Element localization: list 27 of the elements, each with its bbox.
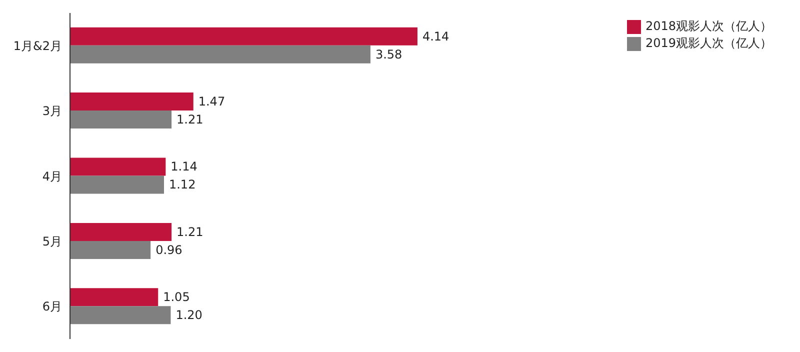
data-label: 1.05 xyxy=(163,290,190,304)
data-label: 1.47 xyxy=(198,94,226,109)
bar xyxy=(70,45,370,64)
data-label: 0.96 xyxy=(156,242,182,257)
data-label: 1.14 xyxy=(170,160,198,174)
data-label: 1.21 xyxy=(176,224,204,239)
legend-label: 2019观影人次（亿人） xyxy=(645,36,772,50)
bar xyxy=(70,222,172,241)
y-tick-label: 4月 xyxy=(42,169,62,184)
data-label: 4.14 xyxy=(422,29,450,44)
bar xyxy=(70,92,194,111)
bar xyxy=(70,110,172,129)
y-tick-label: 1月&2月 xyxy=(13,38,62,53)
data-label: 1.21 xyxy=(176,112,204,127)
bar xyxy=(70,158,166,176)
bar xyxy=(70,240,151,259)
legend-label: 2018观影人次（亿人） xyxy=(645,19,772,33)
y-tick-label: 5月 xyxy=(42,234,62,248)
data-label: 3.58 xyxy=(375,47,402,62)
y-tick-label: 3月 xyxy=(42,104,62,118)
y-tick-label: 6月 xyxy=(42,300,62,314)
data-label: 1.20 xyxy=(176,308,202,322)
bar xyxy=(70,176,164,194)
bar xyxy=(70,27,418,46)
bar xyxy=(70,288,158,306)
bar xyxy=(70,306,171,324)
data-label: 1.12 xyxy=(168,178,196,192)
